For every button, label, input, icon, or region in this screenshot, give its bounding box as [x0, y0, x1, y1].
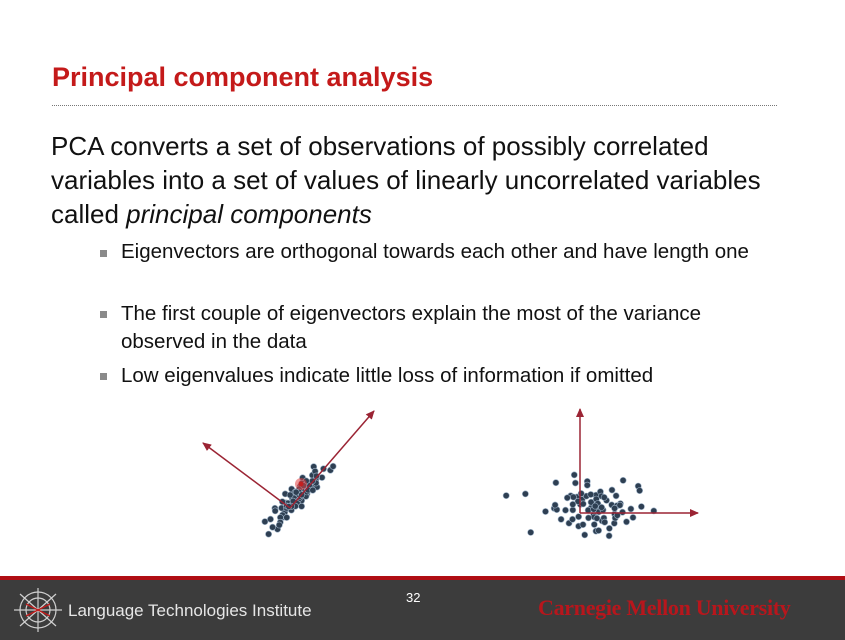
- footer-bar: [0, 580, 845, 640]
- scatter-point: [569, 506, 577, 514]
- scatter-point: [627, 505, 635, 513]
- scatter-point: [590, 521, 598, 528]
- scatter-point: [292, 488, 300, 496]
- bullet-item: Eigenvectors are orthogonal towards each…: [121, 240, 749, 263]
- scatter-point: [502, 492, 510, 499]
- decorrelated-axis-arrows: [576, 408, 699, 517]
- page-number: 32: [406, 590, 421, 605]
- scatter-point: [623, 518, 630, 526]
- slide-title: Principal component analysis: [52, 62, 434, 92]
- first-eigenvector-arrow: [289, 410, 375, 509]
- scatter-point: [552, 479, 560, 487]
- scatter-point: [309, 486, 317, 494]
- bullet-marker-icon: [100, 311, 107, 318]
- bullet-marker-icon: [100, 250, 107, 257]
- scatter-point: [575, 513, 582, 521]
- scatter-point: [275, 521, 283, 529]
- university-wordmark: Carnegie Mellon University: [538, 595, 791, 620]
- scatter-point: [569, 500, 577, 508]
- scatter-point: [522, 490, 529, 498]
- cursor-highlight: [295, 478, 307, 490]
- scatter-point: [598, 503, 605, 511]
- bullet-marker-icon: [100, 373, 107, 380]
- footer-accent-line: [0, 576, 845, 580]
- intro-paragraph: PCA converts a set of observations of po…: [51, 129, 791, 231]
- scatter-point: [286, 491, 294, 499]
- scatter-point: [636, 487, 643, 494]
- scatter-point: [577, 490, 585, 497]
- scatter-point: [583, 481, 591, 489]
- scatter-point: [527, 529, 535, 536]
- scatter-point: [629, 514, 637, 521]
- title-divider: [52, 105, 777, 106]
- lti-logo-icon: [14, 588, 62, 632]
- scatter-point: [265, 530, 272, 538]
- scatter-point: [595, 527, 602, 534]
- scatter-point: [261, 518, 269, 525]
- bullet-item: Low eigenvalues indicate little loss of …: [121, 364, 654, 387]
- intro-text: PCA converts a set of observations of po…: [51, 131, 761, 229]
- scatter-point: [591, 502, 599, 510]
- scatter-point: [587, 498, 595, 506]
- scatter-point: [579, 521, 587, 528]
- scatter-point: [572, 479, 579, 487]
- scatter-point: [608, 486, 616, 494]
- institute-name: Language Technologies Institute: [68, 601, 312, 620]
- scatter-point: [616, 501, 624, 509]
- principal-component-arrows: [202, 410, 375, 509]
- scatter-point: [269, 523, 276, 531]
- scatter-point: [542, 508, 549, 515]
- scatter-point: [570, 471, 578, 479]
- scatter-point: [329, 462, 337, 470]
- scatter-point: [557, 515, 565, 523]
- bullet-item: The first couple of eigenvectors explain…: [121, 302, 702, 353]
- scatter-point: [600, 493, 608, 501]
- intro-emphasis: principal components: [126, 199, 372, 229]
- correlated-scatter-plot: [261, 462, 337, 538]
- scatter-point: [587, 491, 595, 498]
- scatter-point: [601, 518, 609, 526]
- scatter-point: [551, 501, 559, 509]
- scatter-point: [638, 503, 645, 510]
- scatter-point: [593, 514, 601, 522]
- scatter-point: [570, 493, 577, 501]
- second-eigenvector-arrow: [202, 442, 291, 509]
- scatter-point: [271, 507, 279, 515]
- scatter-point: [612, 492, 620, 500]
- scatter-point: [611, 504, 618, 512]
- scatter-point: [563, 494, 571, 502]
- scatter-point: [283, 514, 291, 521]
- pca-illustration: [202, 408, 699, 540]
- scatter-point: [267, 515, 274, 523]
- cursor-dot: [298, 481, 304, 487]
- scatter-point: [562, 506, 569, 514]
- scatter-point: [619, 476, 627, 484]
- scatter-point: [312, 472, 320, 480]
- scatter-point: [569, 515, 576, 523]
- scatter-point: [606, 525, 613, 532]
- scatter-point: [585, 514, 592, 522]
- uncorrelated-scatter-plot: [502, 471, 658, 540]
- scatter-point: [298, 502, 305, 510]
- scatter-point: [581, 531, 589, 539]
- scatter-point: [605, 532, 613, 540]
